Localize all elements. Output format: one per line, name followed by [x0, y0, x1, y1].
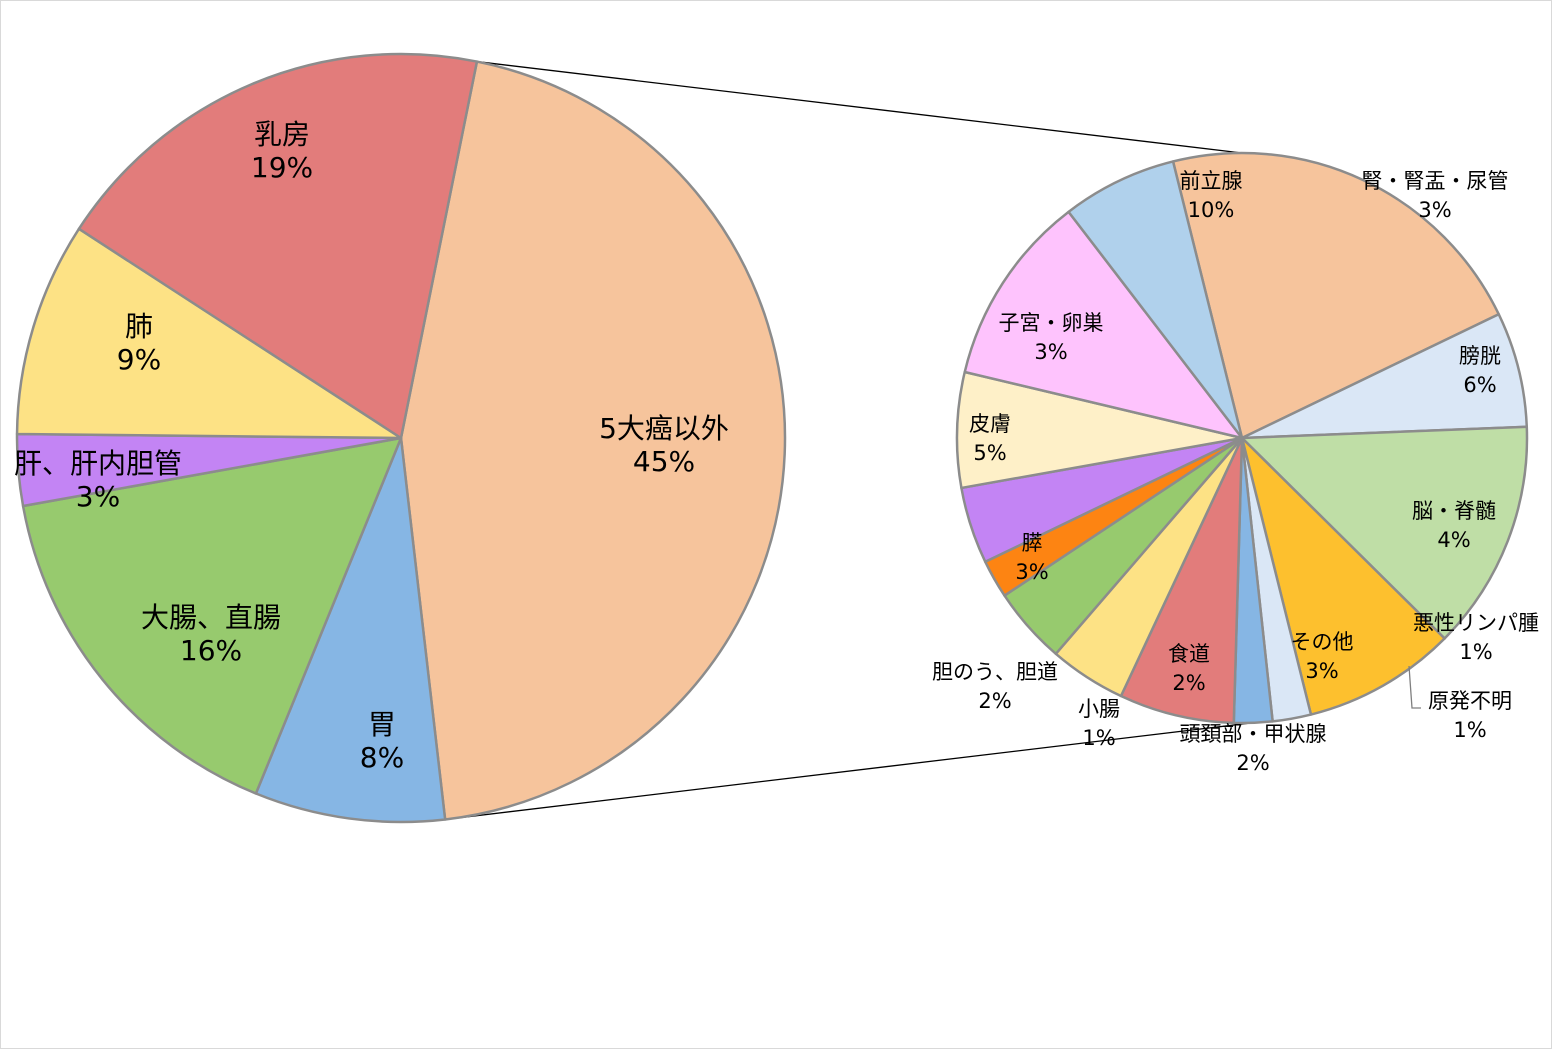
secondary-pie: [955, 151, 1529, 725]
sub-category-label: 前立腺: [1180, 169, 1243, 193]
sub-label-3: 脳・脊髄 4%: [1412, 499, 1496, 552]
sub-category-label: 頭頚部・甲状腺: [1180, 722, 1327, 746]
main-label-1: 胃 8%: [360, 708, 404, 774]
sub-label-7: 頭頚部・甲状腺 2%: [1180, 722, 1327, 775]
sub-percent-label: 2%: [1172, 671, 1205, 695]
main-slice-2: [21, 436, 403, 795]
sub-percent-label: 3%: [1015, 560, 1048, 584]
leader-lines: [1408, 665, 1421, 709]
sub-slice-11: [955, 370, 1244, 490]
sub-label-11: 膵 3%: [1015, 531, 1048, 584]
sub-slice-6: [1119, 436, 1244, 725]
data-labels: 5大癌以外 45%胃 8%大腸、直腸 16%肝、肝内胆管 3%肺 9%乳房 19% 前立腺 10…: [14, 118, 1539, 775]
main-percent-label: 16%: [180, 634, 242, 667]
main-percent-label: 8%: [360, 741, 404, 774]
main-label-5: 乳房 19%: [251, 118, 313, 184]
leader-line-genpatsu-fumei: [1408, 665, 1421, 709]
sub-category-label: 膵: [1022, 531, 1043, 555]
sub-percent-label: 1%: [1082, 726, 1115, 750]
main-category-label: 胃: [368, 708, 396, 741]
sub-label-5: 原発不明 1%: [1428, 689, 1512, 742]
sub-category-label: その他: [1291, 630, 1354, 654]
main-label-4: 肺 9%: [117, 310, 161, 376]
sub-percent-label: 3%: [1034, 340, 1067, 364]
sub-label-1: 腎・腎盂・尿管 3%: [1362, 169, 1509, 222]
main-slice-0: [399, 60, 787, 821]
main-label-0: 5大癌以外 45%: [599, 412, 729, 478]
sub-category-label: 膀胱: [1459, 344, 1501, 368]
main-slice-1: [254, 436, 447, 824]
sub-label-4: 悪性リンパ腫 1%: [1413, 611, 1539, 664]
sub-percent-label: 2%: [1236, 751, 1269, 775]
sub-percent-label: 3%: [1305, 659, 1338, 683]
sub-percent-label: 3%: [1418, 198, 1451, 222]
sub-percent-label: 2%: [978, 689, 1011, 713]
sub-label-13: 子宮・卵巣 3%: [999, 311, 1104, 364]
sub-label-2: 膀胱 6%: [1459, 344, 1501, 397]
sub-label-10: 胆のう、胆道 2%: [932, 660, 1058, 713]
connector-line-bottom: [445, 718, 1285, 821]
sub-slice-2: [1240, 425, 1529, 640]
main-percent-label: 9%: [117, 343, 161, 376]
connector-lines: [445, 60, 1285, 821]
sub-slice-12: [963, 210, 1244, 440]
sub-percent-label: 1%: [1459, 640, 1492, 664]
sub-label-9: 小腸 1%: [1078, 697, 1120, 750]
connector-line-top: [476, 60, 1243, 154]
sub-label-0: 前立腺 10%: [1180, 169, 1243, 222]
main-label-2: 大腸、直腸 16%: [141, 601, 281, 667]
sub-percent-label: 4%: [1437, 528, 1470, 552]
sub-percent-label: 6%: [1463, 373, 1496, 397]
main-percent-label: 45%: [633, 445, 695, 478]
sub-percent-label: 1%: [1453, 718, 1486, 742]
main-percent-label: 3%: [76, 480, 120, 513]
sub-label-6: その他 3%: [1291, 630, 1354, 683]
sub-category-label: 腎・腎盂・尿管: [1362, 169, 1509, 193]
sub-slice-1: [1240, 312, 1529, 440]
main-slice-5: [77, 52, 479, 440]
sub-slice-13: [1067, 160, 1244, 440]
sub-category-label: 悪性リンパ腫: [1413, 611, 1539, 635]
main-category-label: 肝、肝内胆管: [14, 447, 182, 480]
main-category-label: 大腸、直腸: [141, 601, 281, 634]
sub-category-label: 小腸: [1078, 697, 1120, 721]
sub-percent-label: 10%: [1188, 198, 1235, 222]
sub-slice-3: [1240, 436, 1446, 716]
main-slice-4: [15, 227, 403, 440]
main-category-label: 5大癌以外: [599, 412, 729, 445]
sub-category-label: 食道: [1168, 642, 1210, 666]
main-label-3: 肝、肝内胆管 3%: [14, 447, 182, 513]
main-category-label: 肺: [125, 310, 153, 343]
main-percent-label: 19%: [251, 151, 313, 184]
sub-category-label: 脳・脊髄: [1412, 499, 1496, 523]
main-category-label: 乳房: [254, 118, 310, 151]
sub-category-label: 原発不明: [1428, 689, 1512, 713]
main-pie: [15, 52, 787, 824]
sub-percent-label: 5%: [973, 441, 1006, 465]
sub-category-label: 子宮・卵巣: [999, 311, 1104, 335]
sub-slice-0: [1171, 151, 1500, 440]
sub-label-12: 皮膚 5%: [969, 412, 1011, 465]
sub-category-label: 胆のう、胆道: [932, 660, 1058, 684]
sub-category-label: 皮膚: [969, 412, 1011, 436]
sub-label-8: 食道 2%: [1168, 642, 1210, 695]
